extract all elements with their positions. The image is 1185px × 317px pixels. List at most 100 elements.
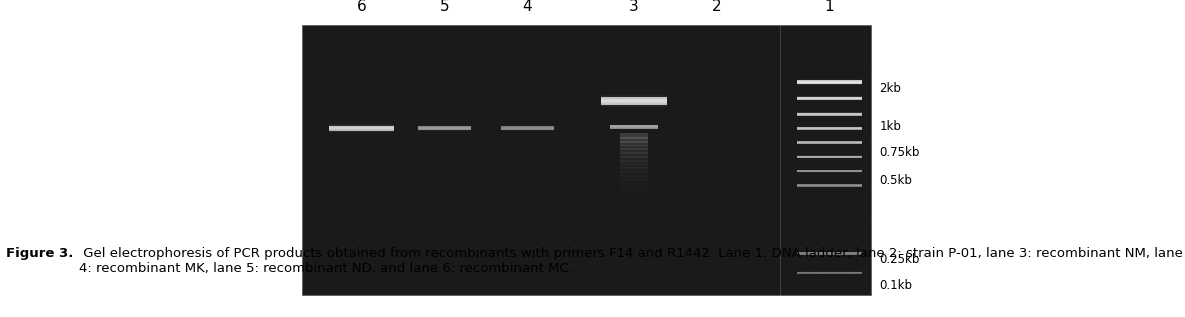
Point (521, 272, 540, 277)
Point (433, 202, 451, 207)
Point (845, 33, 864, 38)
Point (331, 260, 350, 265)
Point (348, 251, 367, 256)
Point (363, 257, 382, 262)
Point (412, 81, 431, 87)
Point (502, 209, 521, 214)
Point (854, 215, 873, 220)
Point (538, 286, 557, 291)
Bar (620, 137, 648, 143)
Point (338, 98, 357, 103)
Point (662, 156, 681, 161)
Point (331, 82, 350, 87)
Point (640, 218, 659, 223)
Point (392, 69, 411, 74)
Point (341, 201, 360, 206)
Point (515, 230, 534, 235)
Point (766, 118, 784, 123)
Point (660, 271, 679, 276)
Point (732, 88, 751, 94)
Point (543, 48, 562, 53)
Point (675, 235, 694, 240)
Point (751, 65, 770, 70)
Point (694, 137, 713, 142)
Point (372, 102, 391, 107)
Point (543, 225, 562, 230)
Point (423, 218, 442, 223)
Point (611, 37, 630, 42)
Bar (620, 186, 648, 192)
Point (473, 69, 492, 74)
Point (373, 200, 392, 205)
Point (498, 246, 517, 251)
Point (757, 220, 776, 225)
Point (423, 247, 442, 252)
Point (581, 182, 600, 187)
Point (707, 264, 726, 269)
Point (352, 273, 371, 278)
Point (652, 221, 671, 226)
Point (310, 39, 329, 44)
Point (833, 134, 852, 139)
Point (427, 205, 446, 210)
Point (726, 198, 745, 204)
Point (551, 260, 570, 265)
Point (441, 249, 460, 254)
Point (592, 172, 611, 177)
Point (519, 83, 538, 88)
Point (510, 256, 529, 261)
Bar (602, 106, 667, 107)
Point (648, 289, 667, 294)
Point (563, 83, 582, 88)
Point (597, 58, 616, 63)
Point (660, 231, 679, 236)
Point (687, 279, 706, 284)
Point (847, 258, 866, 263)
Point (704, 75, 723, 81)
Point (525, 270, 544, 275)
Point (830, 249, 848, 254)
Point (709, 291, 728, 296)
Point (690, 215, 709, 220)
Point (358, 271, 377, 276)
Point (422, 254, 441, 259)
Point (647, 275, 666, 280)
Point (857, 135, 876, 140)
Point (324, 290, 342, 295)
Point (428, 182, 447, 187)
Point (356, 136, 374, 141)
Point (679, 158, 698, 163)
Point (655, 115, 674, 120)
Point (314, 239, 333, 244)
Point (448, 95, 467, 100)
Point (583, 177, 602, 182)
Text: 6: 6 (357, 0, 366, 14)
Point (299, 277, 318, 282)
Point (418, 261, 437, 266)
Point (372, 133, 391, 138)
Point (340, 200, 359, 205)
Point (623, 208, 642, 213)
Point (730, 94, 749, 99)
Point (546, 87, 565, 92)
Point (642, 167, 661, 172)
Point (659, 52, 678, 57)
Point (646, 157, 665, 162)
Point (649, 222, 668, 227)
Point (475, 121, 494, 126)
Point (589, 198, 608, 204)
Point (310, 116, 329, 121)
Point (653, 134, 672, 139)
Point (562, 190, 581, 195)
Point (399, 188, 418, 193)
Point (566, 261, 585, 266)
Point (748, 31, 767, 36)
Point (730, 70, 749, 75)
Point (844, 56, 863, 61)
Point (371, 209, 390, 214)
Point (726, 148, 745, 153)
Point (787, 110, 806, 115)
Point (556, 289, 575, 294)
Bar (328, 129, 393, 130)
Point (423, 281, 442, 286)
